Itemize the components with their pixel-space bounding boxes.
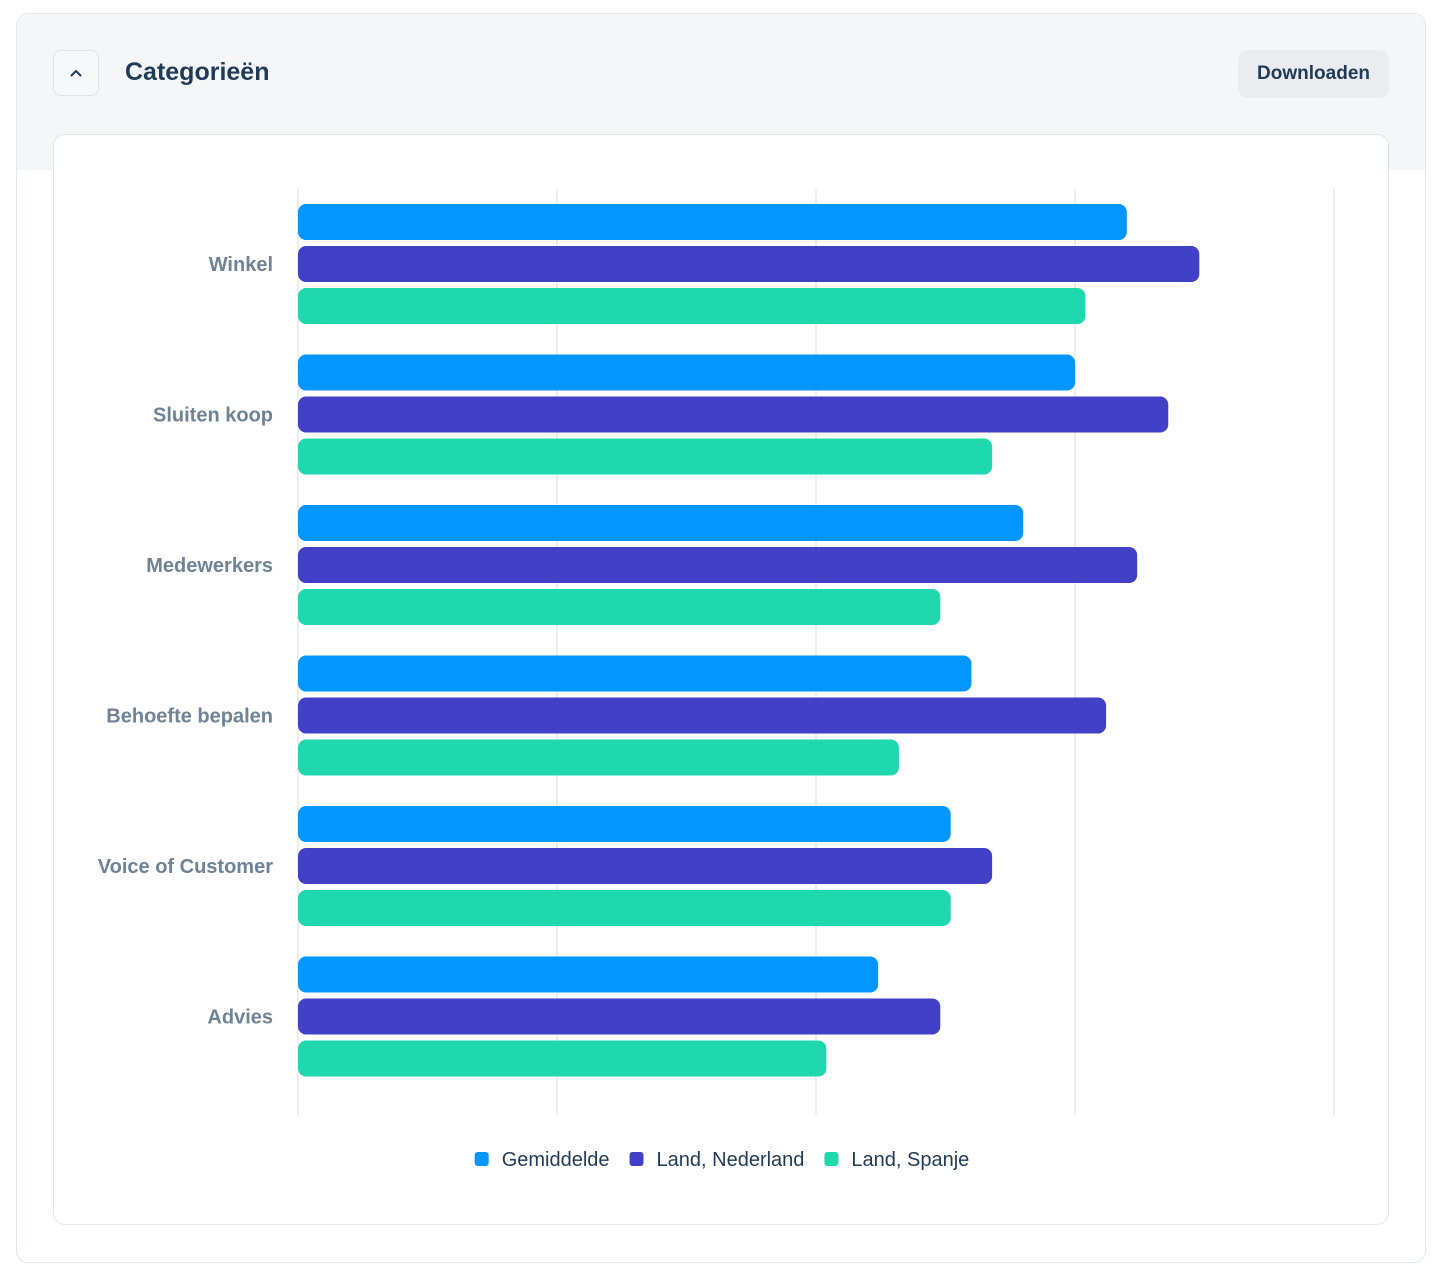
- bar: [298, 354, 1075, 391]
- legend-label: Land, Spanje: [851, 1149, 969, 1171]
- chevron-up-icon: [70, 70, 82, 77]
- legend-label: Gemiddelde: [502, 1149, 610, 1171]
- legend-swatch: [474, 1152, 489, 1166]
- bar: [298, 438, 993, 475]
- legend-item: Land, Nederland: [629, 1149, 805, 1171]
- bar: [298, 739, 899, 776]
- bar: [298, 396, 1169, 433]
- bar: [298, 655, 972, 692]
- collapse-button[interactable]: [53, 50, 99, 96]
- legend-item: Land, Spanje: [824, 1149, 969, 1171]
- bar: [298, 956, 879, 993]
- bars: [298, 204, 1200, 1077]
- bar: [298, 697, 1107, 734]
- bar: [298, 204, 1127, 240]
- bar: [298, 589, 941, 625]
- category-labels: Winkel Sluiten koop Medewerkers Behoefte be…: [98, 254, 273, 1029]
- category-label: Winkel: [209, 254, 273, 276]
- bar: [298, 246, 1200, 282]
- legend: Gemiddelde Land, Nederland Land, Spanje: [474, 1149, 969, 1171]
- category-label: Advies: [207, 1007, 273, 1029]
- bar: [298, 1040, 827, 1077]
- category-label: Medewerkers: [146, 555, 273, 577]
- panel-title: Categorieën: [125, 58, 270, 86]
- bar: [298, 998, 941, 1035]
- category-label: Voice of Customer: [98, 856, 273, 878]
- legend-item: Gemiddelde: [474, 1149, 610, 1171]
- bar: [298, 505, 1024, 541]
- bar: [298, 288, 1086, 324]
- bar: [298, 547, 1138, 583]
- chart-card: Winkel Sluiten koop Medewerkers Behoefte be…: [53, 134, 1389, 1225]
- legend-label: Land, Nederland: [657, 1149, 805, 1171]
- bar: [298, 806, 951, 842]
- bar: [298, 848, 993, 884]
- category-label: Behoefte bepalen: [106, 706, 273, 728]
- download-button[interactable]: Downloaden: [1238, 50, 1389, 98]
- legend-swatch: [629, 1152, 644, 1166]
- categories-panel: Categorieën Downloaden Winkel Sluiten koo…: [16, 13, 1426, 1263]
- legend-swatch: [824, 1152, 839, 1166]
- category-label: Sluiten koop: [153, 405, 273, 427]
- bar-chart: Winkel Sluiten koop Medewerkers Behoefte be…: [98, 189, 1335, 1171]
- bar: [298, 890, 951, 926]
